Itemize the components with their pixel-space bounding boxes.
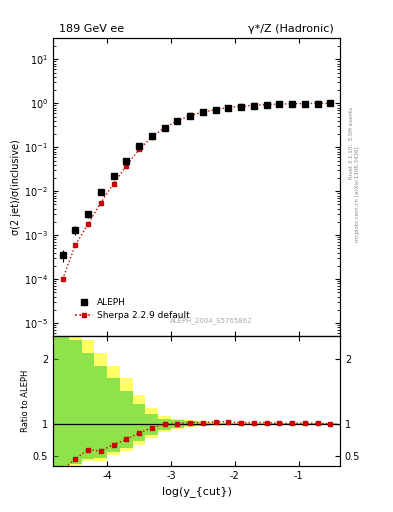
Text: mcplots.cern.ch [arXiv:1306.3436]: mcplots.cern.ch [arXiv:1306.3436] — [355, 147, 360, 242]
Text: 189 GeV ee: 189 GeV ee — [59, 24, 124, 34]
X-axis label: log(y_{cut}): log(y_{cut}) — [162, 486, 231, 497]
Text: ALEPH_2004_S5765862: ALEPH_2004_S5765862 — [169, 318, 252, 325]
Y-axis label: σ(2 jet)/σ(inclusive): σ(2 jet)/σ(inclusive) — [11, 139, 21, 235]
Text: γ*/Z (Hadronic): γ*/Z (Hadronic) — [248, 24, 334, 34]
Y-axis label: Ratio to ALEPH: Ratio to ALEPH — [21, 370, 30, 432]
Legend: ALEPH, Sherpa 2.2.9 default: ALEPH, Sherpa 2.2.9 default — [72, 295, 193, 323]
Text: Rivet 3.1.10,  3.5M events: Rivet 3.1.10, 3.5M events — [349, 108, 354, 179]
